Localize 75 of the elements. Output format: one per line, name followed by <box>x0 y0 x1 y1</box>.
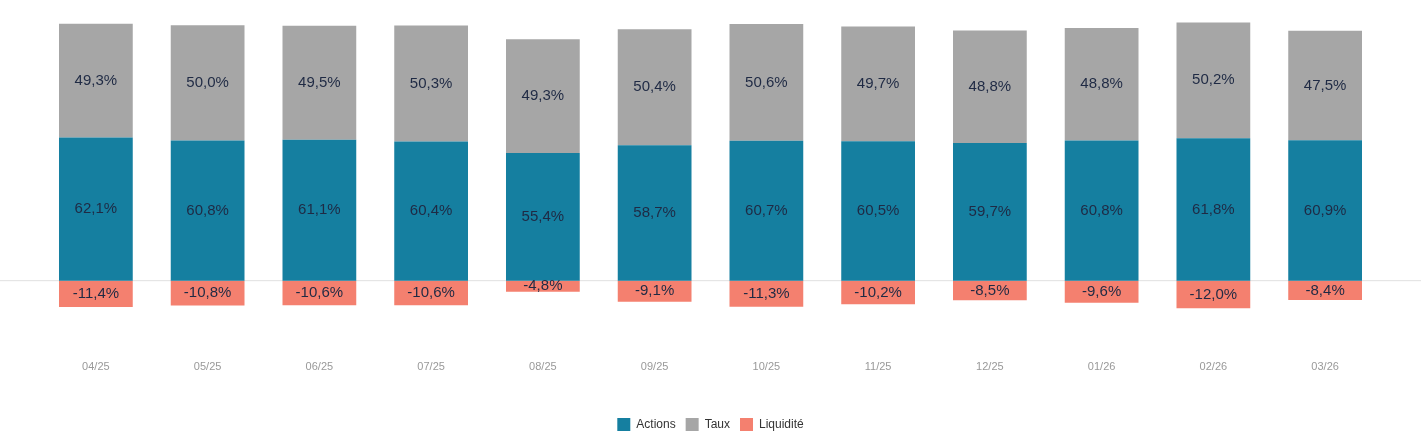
data-label: -11,3% <box>743 283 790 301</box>
bar <box>282 25 357 140</box>
data-label: 61,1% <box>298 200 341 218</box>
bar <box>1288 30 1362 141</box>
data-label: 50,2% <box>1192 70 1235 88</box>
x-tick-label: 11/25 <box>864 360 892 373</box>
x-tick-label: 09/25 <box>640 360 669 373</box>
bar <box>394 141 468 281</box>
data-label: -11,4% <box>72 283 120 301</box>
bar <box>506 152 580 281</box>
x-tick-label: 12/25 <box>976 360 1004 373</box>
data-label: 58,7% <box>633 203 676 221</box>
bar <box>1288 140 1362 281</box>
data-label: -10,6% <box>295 283 344 301</box>
data-label: -10,2% <box>854 282 902 300</box>
data-label: 60,4% <box>409 201 453 219</box>
x-tick-label: 08/25 <box>529 360 557 373</box>
data-label: -9,6% <box>1082 281 1122 299</box>
data-label: 60,5% <box>856 201 900 219</box>
x-tick-label: 01/26 <box>1087 360 1116 373</box>
data-label: -4,8% <box>523 276 563 294</box>
legend-label: Taux <box>704 416 731 431</box>
bar <box>841 141 915 281</box>
data-label: 61,8% <box>1192 199 1235 217</box>
x-tick-label: 04/25 <box>82 360 110 373</box>
x-tick-label: 07/25 <box>417 360 445 373</box>
data-label: 49,3% <box>74 70 118 88</box>
data-label: 55,4% <box>521 206 565 224</box>
bar <box>953 30 1027 144</box>
bar <box>1176 138 1251 281</box>
x-tick-label: 10/25 <box>752 360 781 373</box>
data-label: 48,8% <box>1080 74 1123 92</box>
data-label: 48,8% <box>968 76 1012 94</box>
bar <box>1064 140 1139 281</box>
bar <box>617 145 692 281</box>
data-label: -8,5% <box>970 280 1010 298</box>
data-label: 60,8% <box>186 200 229 218</box>
data-label: -10,6% <box>407 283 455 301</box>
data-label: 49,7% <box>856 74 900 92</box>
legend-label: Actions <box>636 416 676 431</box>
data-label: -9,1% <box>635 281 675 299</box>
data-label: 59,7% <box>968 202 1012 219</box>
legend-label: Liquidité <box>759 416 805 431</box>
bar <box>59 23 133 138</box>
data-label: 50,6% <box>745 72 788 90</box>
bar <box>729 24 804 141</box>
bar <box>1176 22 1251 139</box>
data-label: 60,8% <box>1080 200 1123 218</box>
data-label: -12,0% <box>1189 284 1238 302</box>
data-label: 60,9% <box>1303 200 1347 218</box>
bar <box>170 25 245 141</box>
data-label: -8,4% <box>1305 280 1345 298</box>
bar <box>394 25 468 142</box>
data-label: -10,8% <box>183 283 232 301</box>
data-label: 49,5% <box>298 72 341 90</box>
x-tick-label: 06/25 <box>305 360 334 373</box>
bar <box>841 26 915 142</box>
data-label: 50,0% <box>186 73 229 90</box>
data-label: 50,3% <box>409 73 453 91</box>
bar <box>1064 27 1139 141</box>
x-tick-label: 02/26 <box>1199 360 1228 373</box>
bar <box>59 137 133 281</box>
bar <box>729 140 804 281</box>
data-label: 60,7% <box>745 200 788 218</box>
data-label: 47,5% <box>1303 75 1347 93</box>
bar <box>506 39 580 153</box>
data-label: 62,1% <box>74 199 118 217</box>
bar <box>170 140 245 281</box>
data-label: 50,4% <box>633 77 676 95</box>
x-tick-label: 05/25 <box>193 360 222 373</box>
bar <box>282 139 357 281</box>
data-label: 49,3% <box>521 86 565 104</box>
bar <box>953 143 1027 281</box>
x-tick-label: 03/26 <box>1311 360 1339 373</box>
bar <box>617 29 692 146</box>
